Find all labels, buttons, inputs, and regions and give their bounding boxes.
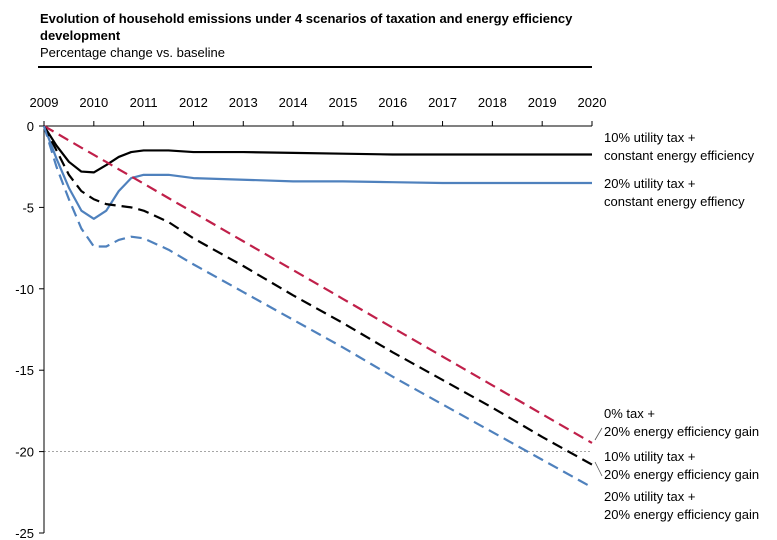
series-label: 10% utility tax + constant energy effici…	[604, 130, 755, 163]
x-tick-label: 2017	[428, 95, 457, 110]
series-label: 20% utility tax + constant energy effien…	[604, 176, 745, 209]
series-line	[43, 125, 593, 466]
x-tick-label: 2018	[478, 95, 507, 110]
series-label: 20% utility tax + 20% energy efficiency …	[604, 489, 760, 522]
y-tick-label: 0	[27, 119, 34, 134]
x-tick-label: 2009	[30, 95, 59, 110]
y-tick-label: -25	[15, 526, 34, 540]
x-tick-label: 2013	[229, 95, 258, 110]
leader-line	[594, 427, 603, 441]
x-tick-label: 2020	[578, 95, 607, 110]
y-tick-label: -10	[15, 282, 34, 297]
leader-line	[594, 461, 603, 477]
series-line	[42, 125, 592, 220]
x-tick-label: 2016	[378, 95, 407, 110]
series-line	[43, 125, 593, 444]
series-label: 0% tax + 20% energy efficiency gain	[604, 406, 760, 439]
series-line	[42, 125, 593, 489]
x-tick-label: 2010	[79, 95, 108, 110]
x-tick-label: 2012	[179, 95, 208, 110]
y-tick-label: -15	[15, 363, 34, 378]
x-tick-label: 2014	[279, 95, 308, 110]
y-tick-label: -5	[22, 200, 34, 215]
y-tick-label: -20	[15, 445, 34, 460]
x-tick-label: 2015	[328, 95, 357, 110]
chart-title: Evolution of household emissions under 4…	[40, 11, 573, 43]
series-label: 10% utility tax + 20% energy efficiency …	[604, 449, 760, 482]
x-tick-label: 2019	[528, 95, 557, 110]
x-tick-label: 2011	[130, 95, 158, 110]
series-line	[43, 125, 592, 174]
chart-subtitle: Percentage change vs. baseline	[40, 45, 226, 60]
